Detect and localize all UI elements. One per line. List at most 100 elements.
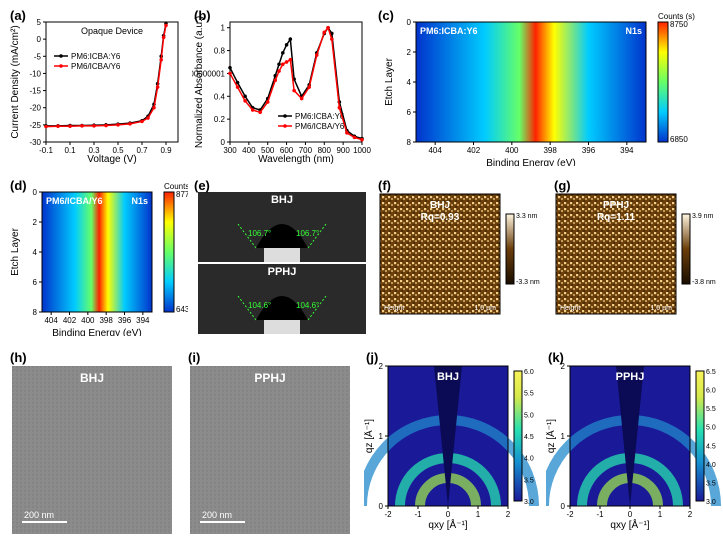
svg-text:Height: Height bbox=[560, 305, 580, 312]
svg-text:BHJ: BHJ bbox=[271, 194, 293, 206]
svg-text:Counts (s): Counts (s) bbox=[658, 12, 695, 21]
panel-a: (a) -0.10.10.30.50.70.9-30-25-20-15-10-5… bbox=[8, 8, 188, 166]
svg-text:1: 1 bbox=[561, 432, 566, 441]
svg-text:106.7°: 106.7° bbox=[248, 229, 271, 238]
svg-text:-10: -10 bbox=[29, 69, 41, 78]
svg-text:-5: -5 bbox=[34, 52, 42, 61]
svg-text:4.5: 4.5 bbox=[706, 443, 716, 450]
label-j: (j) bbox=[366, 350, 378, 365]
svg-text:N1s: N1s bbox=[131, 196, 148, 206]
svg-text:900: 900 bbox=[336, 146, 350, 155]
label-h: (h) bbox=[10, 350, 27, 365]
svg-text:400: 400 bbox=[505, 146, 519, 155]
chart-a: -0.10.10.30.50.70.9-30-25-20-15-10-505PM… bbox=[8, 8, 188, 166]
chart-a-title: Opaque Device bbox=[81, 26, 143, 36]
label-i: (i) bbox=[188, 350, 200, 365]
svg-text:0: 0 bbox=[37, 35, 42, 44]
panel-j: (j) BHJqxy [Å⁻¹]qz [Å⁻¹]-2-10120123.03.5… bbox=[364, 350, 540, 550]
svg-text:0.4: 0.4 bbox=[214, 92, 226, 101]
panel-f: (f) BHJRq=0.93Height1.0 µm3.3 nm-3.3 nm bbox=[376, 178, 544, 336]
svg-text:PPHJ: PPHJ bbox=[603, 200, 629, 211]
svg-text:Etch Layer: Etch Layer bbox=[384, 57, 395, 105]
svg-text:PM6/ICBA/Y6: PM6/ICBA/Y6 bbox=[295, 122, 345, 131]
svg-text:0.9: 0.9 bbox=[160, 146, 172, 155]
svg-text:-15: -15 bbox=[29, 87, 41, 96]
svg-text:2: 2 bbox=[688, 510, 693, 519]
svg-text:404: 404 bbox=[44, 316, 58, 325]
svg-text:BHJ: BHJ bbox=[430, 200, 450, 211]
afm-f: BHJRq=0.93Height1.0 µm3.3 nm-3.3 nm bbox=[376, 178, 544, 336]
panel-g: (g) PPHJRq=1.11Height1.0 µm3.9 nm-3.8 nm bbox=[552, 178, 720, 336]
svg-text:398: 398 bbox=[543, 146, 557, 155]
svg-text:1.0 µm: 1.0 µm bbox=[474, 305, 496, 312]
svg-text:4: 4 bbox=[407, 78, 412, 87]
svg-text:0: 0 bbox=[33, 188, 38, 197]
svg-text:8750: 8750 bbox=[670, 20, 688, 29]
svg-text:N1s: N1s bbox=[625, 26, 642, 36]
svg-text:106.7°: 106.7° bbox=[296, 229, 319, 238]
svg-text:396: 396 bbox=[118, 316, 132, 325]
svg-text:2: 2 bbox=[33, 218, 38, 227]
panel-h: (h) BHJ200 nm bbox=[8, 350, 178, 550]
svg-text:-1: -1 bbox=[596, 510, 604, 519]
svg-text:-2: -2 bbox=[384, 510, 392, 519]
svg-text:1: 1 bbox=[476, 510, 481, 519]
svg-text:6: 6 bbox=[407, 108, 412, 117]
svg-text:8: 8 bbox=[407, 138, 412, 147]
svg-text:3.0: 3.0 bbox=[524, 499, 534, 506]
panel-c: (c) 40440240039839639402468Binding Energ… bbox=[376, 8, 716, 166]
panel-d: (d) 40440240039839639402468Binding Energ… bbox=[8, 178, 188, 336]
svg-text:0.2: 0.2 bbox=[214, 115, 226, 124]
svg-text:400: 400 bbox=[81, 316, 95, 325]
svg-text:200 nm: 200 nm bbox=[202, 510, 232, 520]
svg-text:8: 8 bbox=[33, 308, 38, 317]
svg-text:4.0: 4.0 bbox=[524, 456, 534, 463]
svg-text:-30: -30 bbox=[29, 138, 41, 147]
svg-text:3.5: 3.5 bbox=[524, 477, 534, 484]
svg-text:PPHJ: PPHJ bbox=[268, 266, 297, 278]
giwaxs-k: PPHJqxy [Å⁻¹]qz [Å⁻¹]-2-10120123.03.54.0… bbox=[546, 350, 722, 550]
svg-text:400: 400 bbox=[242, 146, 256, 155]
svg-text:402: 402 bbox=[467, 146, 481, 155]
panel-b: (b) 300400500600700800900100000.20.40.60… bbox=[192, 8, 372, 166]
svg-text:-1: -1 bbox=[414, 510, 422, 519]
svg-text:402: 402 bbox=[63, 316, 77, 325]
svg-text:0: 0 bbox=[628, 510, 633, 519]
svg-text:3.3 nm: 3.3 nm bbox=[516, 213, 538, 220]
label-e: (e) bbox=[194, 178, 210, 193]
svg-text:-0.1: -0.1 bbox=[39, 146, 53, 155]
svg-text:396: 396 bbox=[582, 146, 596, 155]
svg-text:Rq=1.11: Rq=1.11 bbox=[597, 212, 636, 223]
label-a: (a) bbox=[10, 8, 26, 23]
svg-text:6850: 6850 bbox=[670, 135, 688, 144]
svg-text:5: 5 bbox=[37, 18, 42, 27]
panel-e: (e) 106.7°106.7°BHJ104.6°104.6°PPHJ bbox=[192, 178, 372, 336]
svg-text:PPHJ: PPHJ bbox=[616, 371, 645, 383]
svg-text:6.0: 6.0 bbox=[524, 369, 534, 376]
chart-a-xlabel: Voltage (V) bbox=[87, 154, 136, 165]
svg-text:BHJ: BHJ bbox=[437, 371, 459, 383]
svg-text:PM6/ICBA/Y6: PM6/ICBA/Y6 bbox=[71, 62, 121, 71]
heatmap-d: 40440240039839639402468Binding Energy (e… bbox=[8, 178, 188, 336]
label-d: (d) bbox=[10, 178, 27, 193]
svg-text:PM6:ICBA:Y6: PM6:ICBA:Y6 bbox=[295, 112, 345, 121]
svg-text:300: 300 bbox=[223, 146, 237, 155]
svg-text:2: 2 bbox=[407, 48, 412, 57]
svg-text:3.5: 3.5 bbox=[706, 480, 716, 487]
svg-text:104.6°: 104.6° bbox=[296, 301, 319, 310]
svg-text:5.5: 5.5 bbox=[706, 406, 716, 413]
svg-text:0: 0 bbox=[221, 138, 226, 147]
afm-g: PPHJRq=1.11Height1.0 µm3.9 nm-3.8 nm bbox=[552, 178, 720, 336]
svg-text:-25: -25 bbox=[29, 121, 41, 130]
svg-text:6430: 6430 bbox=[176, 305, 188, 314]
svg-text:5.5: 5.5 bbox=[524, 391, 534, 398]
svg-text:1.0 µm: 1.0 µm bbox=[650, 305, 672, 312]
contact-angle-diagram: 106.7°106.7°BHJ104.6°104.6°PPHJ bbox=[192, 178, 372, 336]
chart-a-ylabel: Current Density (mA/cm²) bbox=[10, 25, 21, 138]
svg-text:5.0: 5.0 bbox=[706, 425, 716, 432]
svg-text:0.7: 0.7 bbox=[136, 146, 148, 155]
svg-text:BHJ: BHJ bbox=[80, 371, 104, 385]
svg-text:-3.3 nm: -3.3 nm bbox=[516, 279, 540, 286]
svg-text:2: 2 bbox=[506, 510, 511, 519]
svg-text:1000: 1000 bbox=[353, 146, 371, 155]
